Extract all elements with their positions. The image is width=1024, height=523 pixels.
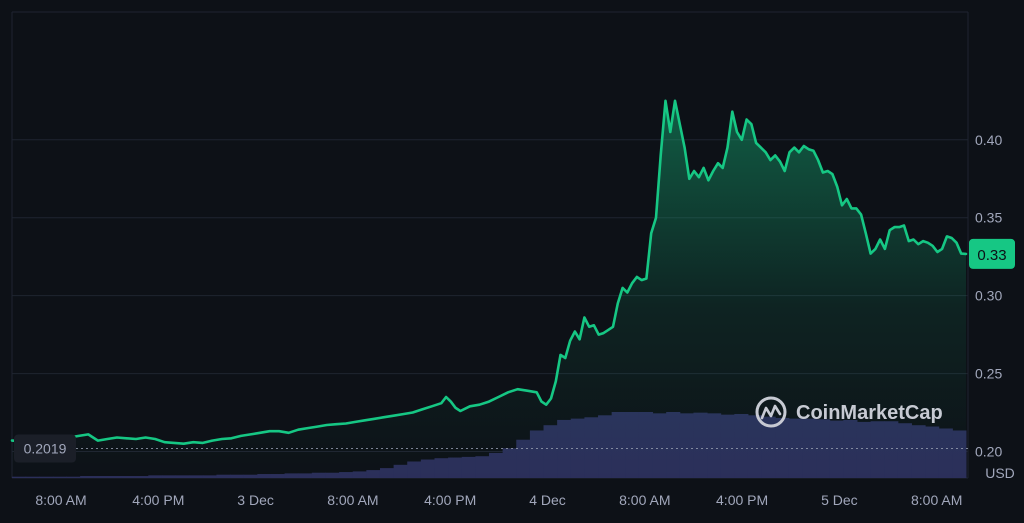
coinmarketcap-watermark: CoinMarketCap: [755, 396, 943, 428]
y-tick-label: 0.20: [975, 444, 1002, 460]
x-tick-label: 8:00 AM: [619, 492, 670, 508]
y-tick-label: 0.30: [975, 288, 1002, 304]
x-tick-label: 8:00 AM: [327, 492, 378, 508]
baseline-label: 0.2019: [14, 434, 76, 463]
x-tick-label: 5 Dec: [821, 492, 858, 508]
x-axis-ticks: 8:00 AM 4:00 PM 3 Dec 8:00 AM 4:00 PM 4 Dec 8:…: [35, 492, 962, 508]
baseline-label-box: [14, 434, 76, 463]
y-tick-label: 0.35: [975, 210, 1002, 226]
x-tick-label: 3 Dec: [237, 492, 274, 508]
y-axis-ticks: 0.40 0.35 0.30 0.25 0.20: [975, 132, 1002, 460]
x-tick-label: 8:00 AM: [911, 492, 962, 508]
baseline-label-text: 0.2019: [24, 441, 67, 457]
current-price-badge: 0.33: [969, 238, 1015, 269]
coinmarketcap-logo-icon: [755, 396, 787, 428]
x-tick-label: 4:00 PM: [424, 492, 476, 508]
x-tick-label: 4:00 PM: [716, 492, 768, 508]
y-tick-label: 0.40: [975, 132, 1002, 148]
watermark-text: CoinMarketCap: [796, 402, 943, 424]
current-price-badge-box: [969, 238, 1015, 269]
current-price-label: 0.33: [977, 247, 1006, 264]
x-tick-label: 4 Dec: [529, 492, 566, 508]
x-tick-label: 8:00 AM: [35, 492, 86, 508]
price-area-fill: [12, 100, 966, 479]
price-line: [10, 99, 968, 445]
currency-label: USD: [985, 465, 1015, 481]
x-tick-label: 4:00 PM: [132, 492, 184, 508]
y-tick-label: 0.25: [975, 366, 1002, 382]
